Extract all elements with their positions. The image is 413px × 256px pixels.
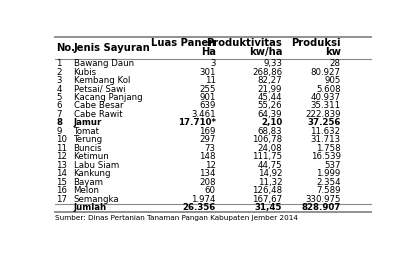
- Text: 222.839: 222.839: [304, 110, 340, 119]
- Text: 60: 60: [204, 186, 215, 195]
- Text: Luas Panen: Luas Panen: [151, 38, 215, 48]
- Text: 5: 5: [56, 93, 62, 102]
- Text: 297: 297: [199, 135, 215, 144]
- Text: 9,33: 9,33: [263, 59, 282, 68]
- Text: Kacang Panjang: Kacang Panjang: [74, 93, 142, 102]
- Text: 330.975: 330.975: [304, 195, 340, 204]
- Text: Cabe Rawit: Cabe Rawit: [74, 110, 122, 119]
- Text: 901: 901: [199, 93, 215, 102]
- Text: 134: 134: [199, 169, 215, 178]
- Text: Bawang Daun: Bawang Daun: [74, 59, 133, 68]
- Text: Terung: Terung: [74, 135, 102, 144]
- Text: 16.539: 16.539: [310, 152, 340, 161]
- Text: 55,26: 55,26: [257, 101, 282, 111]
- Text: Produktivitas: Produktivitas: [206, 38, 282, 48]
- Text: 31.713: 31.713: [310, 135, 340, 144]
- Text: 13: 13: [56, 161, 67, 170]
- Text: Bayam: Bayam: [74, 178, 103, 187]
- Text: 45,44: 45,44: [257, 93, 282, 102]
- Text: 255: 255: [199, 84, 215, 93]
- Text: 3.461: 3.461: [191, 110, 215, 119]
- Text: 17.710*: 17.710*: [177, 119, 215, 127]
- Text: 1.758: 1.758: [315, 144, 340, 153]
- Text: 8: 8: [56, 119, 62, 127]
- Text: 15: 15: [56, 178, 67, 187]
- Text: 16: 16: [56, 186, 67, 195]
- Text: 3: 3: [210, 59, 215, 68]
- Text: 2,10: 2,10: [260, 119, 282, 127]
- Text: kw/ha: kw/ha: [248, 47, 282, 57]
- Text: 2.354: 2.354: [315, 178, 340, 187]
- Text: 106,78: 106,78: [252, 135, 282, 144]
- Text: 44,75: 44,75: [257, 161, 282, 170]
- Text: 537: 537: [323, 161, 340, 170]
- Text: 828.907: 828.907: [301, 203, 340, 212]
- Text: 64,39: 64,39: [257, 110, 282, 119]
- Text: 37.256: 37.256: [306, 119, 340, 127]
- Text: 12: 12: [204, 161, 215, 170]
- Text: 68,83: 68,83: [257, 127, 282, 136]
- Text: Buncis: Buncis: [74, 144, 102, 153]
- Text: 4: 4: [56, 84, 62, 93]
- Text: 7.589: 7.589: [316, 186, 340, 195]
- Text: Tomat: Tomat: [74, 127, 100, 136]
- Text: 639: 639: [199, 101, 215, 111]
- Text: 169: 169: [199, 127, 215, 136]
- Text: 148: 148: [199, 152, 215, 161]
- Text: 26.356: 26.356: [182, 203, 215, 212]
- Text: 905: 905: [323, 76, 340, 85]
- Text: 6: 6: [56, 101, 62, 111]
- Text: 14,92: 14,92: [257, 169, 282, 178]
- Text: 1.999: 1.999: [316, 169, 340, 178]
- Text: 9: 9: [56, 127, 62, 136]
- Text: Labu Siam: Labu Siam: [74, 161, 119, 170]
- Text: Melon: Melon: [74, 186, 100, 195]
- Text: 5.608: 5.608: [315, 84, 340, 93]
- Text: 7: 7: [56, 110, 62, 119]
- Text: 24,08: 24,08: [257, 144, 282, 153]
- Text: 21,99: 21,99: [257, 84, 282, 93]
- Text: 82,27: 82,27: [257, 76, 282, 85]
- Text: Jumlah: Jumlah: [74, 203, 107, 212]
- Text: Produksi: Produksi: [290, 38, 340, 48]
- Text: kw: kw: [324, 47, 340, 57]
- Text: 3: 3: [56, 76, 62, 85]
- Text: Semangka: Semangka: [74, 195, 119, 204]
- Text: 11,32: 11,32: [257, 178, 282, 187]
- Text: Kubis: Kubis: [74, 68, 97, 77]
- Text: 28: 28: [329, 59, 340, 68]
- Text: Jenis Sayuran: Jenis Sayuran: [74, 43, 150, 53]
- Text: Sumber: Dinas Pertanian Tanaman Pangan Kabupaten Jember 2014: Sumber: Dinas Pertanian Tanaman Pangan K…: [55, 215, 297, 221]
- Text: 40.937: 40.937: [310, 93, 340, 102]
- Text: 1: 1: [56, 59, 62, 68]
- Text: Ha: Ha: [200, 47, 215, 57]
- Text: Petsai/ Sawi: Petsai/ Sawi: [74, 84, 125, 93]
- Text: Jamur: Jamur: [74, 119, 102, 127]
- Text: Kembang Kol: Kembang Kol: [74, 76, 130, 85]
- Text: 35.311: 35.311: [310, 101, 340, 111]
- Text: 73: 73: [204, 144, 215, 153]
- Text: 11.632: 11.632: [310, 127, 340, 136]
- Text: 167,67: 167,67: [252, 195, 282, 204]
- Text: 12: 12: [56, 152, 67, 161]
- Text: 111,75: 111,75: [252, 152, 282, 161]
- Text: Cabe Besar: Cabe Besar: [74, 101, 123, 111]
- Text: 1.974: 1.974: [191, 195, 215, 204]
- Text: Kankung: Kankung: [74, 169, 111, 178]
- Text: 80.927: 80.927: [310, 68, 340, 77]
- Text: No.: No.: [56, 43, 75, 53]
- Text: 301: 301: [199, 68, 215, 77]
- Text: 208: 208: [199, 178, 215, 187]
- Text: 2: 2: [56, 68, 62, 77]
- Text: 11: 11: [56, 144, 67, 153]
- Text: 14: 14: [56, 169, 67, 178]
- Text: 31,45: 31,45: [254, 203, 282, 212]
- Text: 10: 10: [56, 135, 67, 144]
- Text: 126,48: 126,48: [252, 186, 282, 195]
- Text: 268,86: 268,86: [252, 68, 282, 77]
- Text: Ketimun: Ketimun: [74, 152, 109, 161]
- Text: 17: 17: [56, 195, 67, 204]
- Text: 11: 11: [204, 76, 215, 85]
